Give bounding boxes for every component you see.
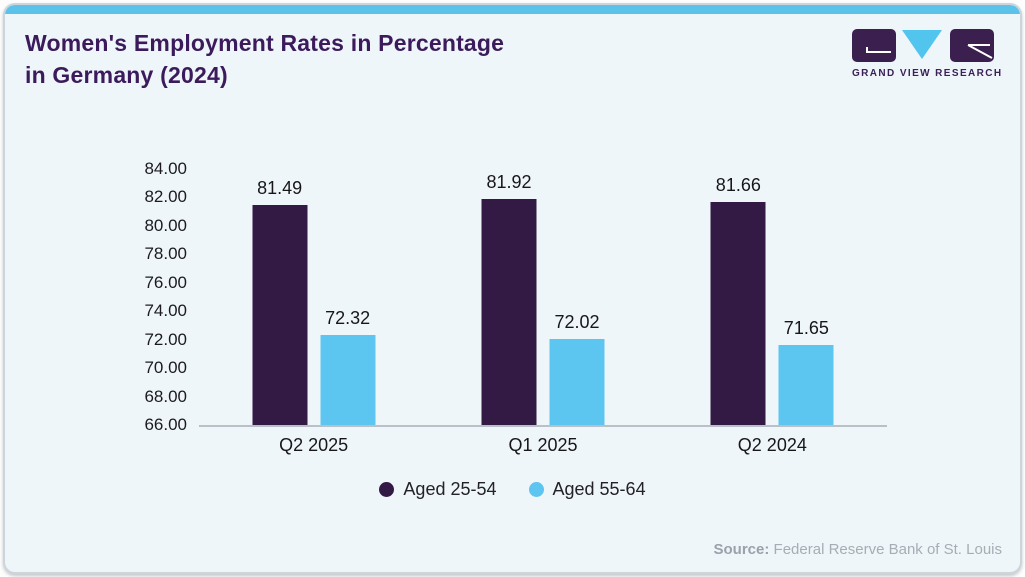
bar-group: 81.92 72.02 Q1 2025 [481, 169, 605, 455]
gvr-logo: GRAND VIEW RESEARCH [852, 29, 1003, 79]
bar-slot-aged-25-54: 81.49 [252, 169, 308, 425]
y-axis-tick-label: 72.00 [144, 329, 187, 349]
x-axis-category-label: Q2 2025 [279, 435, 349, 455]
bar-slot-aged-55-64: 72.02 [549, 169, 605, 425]
x-axis-category-label: Q2 2024 [737, 435, 807, 455]
bar-chart: 84.00 82.00 80.00 78.00 76.00 74.00 72.00 70.00… [5, 159, 1020, 455]
bar-slot-aged-55-64: 71.65 [778, 169, 834, 425]
card-top-accent-bar [5, 5, 1020, 14]
chart-title-line2: in Germany (2024) [25, 62, 228, 88]
y-axis: 84.00 82.00 80.00 78.00 76.00 74.00 72.00 70.00… [5, 159, 187, 434]
y-axis-tick-label: 84.00 [144, 159, 187, 178]
legend-dot-icon [379, 482, 395, 497]
bar-value-label: 81.92 [486, 171, 532, 192]
y-axis-tick-label: 80.00 [144, 215, 187, 235]
bar-slot-aged-55-64: 72.32 [320, 169, 376, 425]
gvr-logo-g-icon [852, 29, 896, 62]
y-axis-tick-label: 82.00 [144, 187, 187, 207]
source-text: Federal Reserve Bank of St. Louis [773, 541, 1002, 558]
bar-aged-25-54 [710, 202, 766, 425]
gvr-logo-r-icon [950, 29, 994, 62]
bar-slot-aged-25-54: 81.66 [710, 169, 766, 425]
source-note: Source: Federal Reserve Bank of St. Loui… [714, 541, 1002, 558]
bar-value-label: 71.65 [783, 317, 829, 338]
bar-value-label: 72.32 [325, 308, 371, 329]
bar-aged-25-54 [252, 204, 308, 425]
gvr-logo-mark [852, 29, 994, 62]
y-axis-tick-label: 76.00 [144, 272, 187, 292]
bar-slot-aged-25-54: 81.92 [481, 169, 537, 425]
chart-card: Women's Employment Rates in Percentage in… [3, 3, 1022, 574]
chart-title: Women's Employment Rates in Percentage in… [25, 27, 504, 91]
legend-item: Aged 25-54 [379, 479, 497, 500]
bar-value-label: 81.66 [715, 175, 761, 196]
chart-title-line1: Women's Employment Rates in Percentage [25, 30, 505, 56]
bar-aged-55-64 [549, 339, 605, 425]
legend-label: Aged 55-64 [552, 479, 646, 499]
source-label: Source: [713, 541, 770, 558]
bar-value-label: 81.49 [257, 177, 303, 198]
bar-value-label: 72.02 [554, 312, 600, 333]
gvr-logo-v-icon [902, 30, 942, 59]
y-axis-tick-label: 66.00 [144, 415, 187, 434]
x-axis-category-label: Q1 2025 [508, 435, 578, 455]
y-axis-tick-label: 68.00 [144, 386, 187, 406]
legend-dot-icon [528, 482, 544, 497]
bar-aged-55-64 [320, 335, 376, 425]
y-axis-tick-label: 70.00 [144, 358, 187, 378]
gvr-logo-wordmark: GRAND VIEW RESEARCH [852, 68, 1003, 79]
plot-area: 81.49 72.32 Q2 2025 81.92 72.02 Q1 2025 81.66 7… [199, 169, 887, 455]
y-axis-tick-label: 78.00 [144, 244, 187, 264]
bar-aged-55-64 [778, 344, 834, 425]
bar-aged-25-54 [481, 198, 537, 425]
bar-group: 81.66 71.65 Q2 2024 [710, 169, 834, 455]
legend-item: Aged 55-64 [528, 479, 646, 500]
y-axis-tick-label: 74.00 [144, 301, 187, 321]
bar-group: 81.49 72.32 Q2 2025 [252, 169, 376, 455]
legend: Aged 25-54 Aged 55-64 [5, 479, 1020, 500]
legend-label: Aged 25-54 [403, 479, 497, 499]
